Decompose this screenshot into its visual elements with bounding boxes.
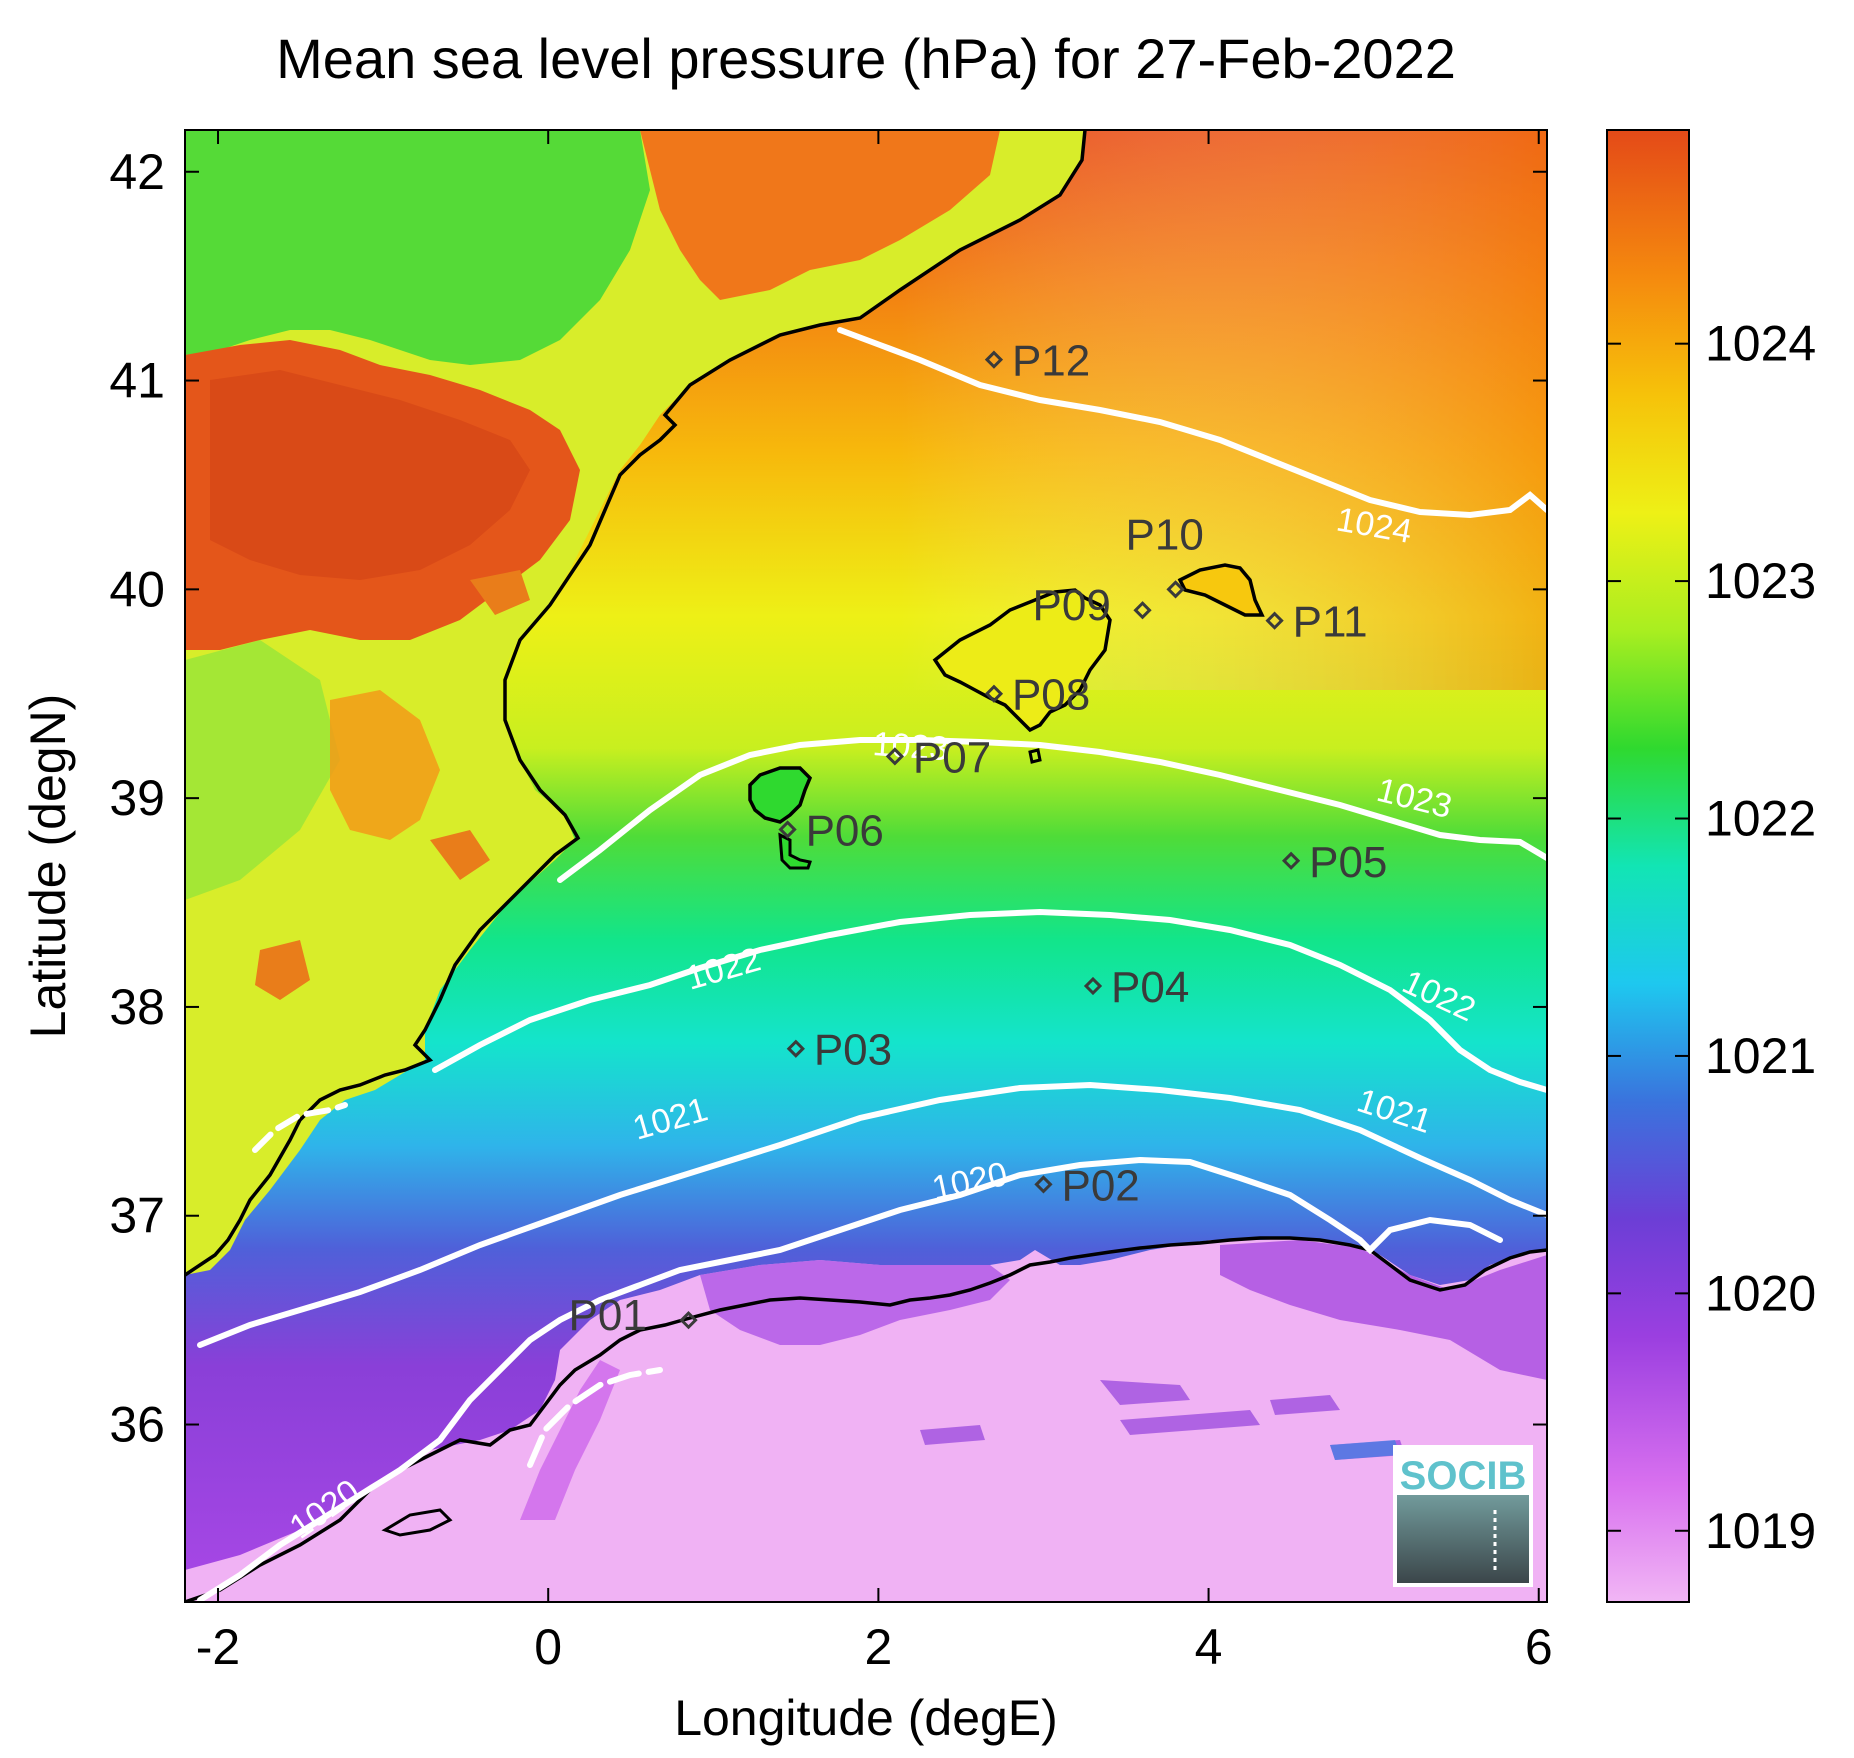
chart-title: Mean sea level pressure (hPa) for 27-Feb… bbox=[276, 27, 1456, 90]
point-marker-p04 bbox=[1083, 976, 1103, 996]
point-label-p05: P05 bbox=[1309, 838, 1387, 887]
point-marker-p08 bbox=[984, 684, 1004, 703]
point-marker-p11 bbox=[1265, 611, 1284, 630]
point-label-p09: P09 bbox=[1033, 581, 1111, 630]
y-tick-label: 37 bbox=[109, 1188, 165, 1244]
point-marker-p06 bbox=[778, 820, 797, 839]
point-label-p04: P04 bbox=[1111, 963, 1189, 1012]
africa-blue-spot bbox=[1330, 1440, 1400, 1460]
point-label-p07: P07 bbox=[913, 733, 991, 782]
island-ibiza bbox=[748, 766, 813, 824]
iberia-green-area bbox=[185, 130, 650, 365]
x-axis-label: Longitude (degE) bbox=[674, 1690, 1058, 1746]
point-label-p03: P03 bbox=[814, 1026, 892, 1075]
contour-label-1023-top: 1023 bbox=[871, 725, 949, 768]
plot-frame bbox=[184, 129, 1548, 1603]
y-tick-label: 36 bbox=[109, 1397, 165, 1453]
point-label-p01: P01 bbox=[569, 1291, 647, 1340]
x-tick-label: -2 bbox=[196, 1619, 240, 1675]
contour-1020-africa bbox=[527, 1367, 663, 1468]
y-tick-label: 40 bbox=[109, 561, 165, 617]
point-marker-p02 bbox=[1034, 1175, 1053, 1194]
contour-1020 bbox=[197, 1156, 1503, 1602]
plateau-red-north bbox=[640, 130, 1000, 300]
point-marker-p09 bbox=[1133, 601, 1152, 620]
coastline-africa bbox=[185, 1236, 1547, 1602]
contour-1022 bbox=[432, 908, 1547, 1093]
x-tick-label: 4 bbox=[1195, 1619, 1223, 1675]
y-tick-label: 38 bbox=[109, 979, 165, 1035]
colorbar-tick-label: 1019 bbox=[1705, 1503, 1816, 1559]
y-axis: 42 41 40 39 38 37 36 bbox=[109, 144, 1547, 1453]
colorbar-tick-label: 1020 bbox=[1705, 1265, 1816, 1321]
colorbar-tick-label: 1023 bbox=[1705, 553, 1816, 609]
iberia-green-patch bbox=[185, 640, 340, 900]
x-axis: -2 0 2 4 6 bbox=[196, 130, 1553, 1675]
y-axis-label: Latitude (degN) bbox=[20, 694, 76, 1039]
colorbar-tick-label: 1022 bbox=[1705, 791, 1816, 847]
mountain-spots bbox=[255, 570, 530, 1000]
colorbar-tick-label: 1021 bbox=[1705, 1028, 1816, 1084]
point-label-p12: P12 bbox=[1012, 337, 1090, 386]
y-tick-label: 42 bbox=[109, 144, 165, 200]
contour-1023-partial bbox=[252, 1102, 348, 1153]
point-marker-p05 bbox=[1281, 851, 1301, 870]
point-marker-p10 bbox=[1166, 580, 1185, 599]
island-alboran bbox=[381, 1508, 453, 1537]
island-menorca bbox=[1177, 563, 1265, 617]
point-marker-p01 bbox=[679, 1311, 698, 1330]
socib-logo-text: SOCIB bbox=[1400, 1454, 1527, 1498]
contour-1024 bbox=[837, 327, 1547, 519]
coastline-iberia bbox=[185, 130, 1087, 1277]
contour-1021 bbox=[197, 1081, 1547, 1348]
contour-1023 bbox=[557, 737, 1547, 883]
x-tick-label: 6 bbox=[1525, 1619, 1553, 1675]
point-marker-p12 bbox=[984, 350, 1004, 369]
island-mallorca bbox=[932, 588, 1112, 733]
plateau-red-inner bbox=[210, 370, 530, 580]
x-tick-label: 2 bbox=[864, 1619, 892, 1675]
colorbar-ticks: 1024 1023 1022 1021 1020 1019 bbox=[1607, 316, 1816, 1559]
plot-area: 1024 1023 1023 1022 1022 1021 1021 1020 … bbox=[185, 130, 1547, 1602]
colorbar-tick-label: 1024 bbox=[1705, 316, 1816, 372]
point-marker-p07 bbox=[885, 747, 905, 766]
island-cabrera bbox=[1028, 748, 1042, 764]
africa-east-purple bbox=[1220, 1240, 1547, 1380]
point-marker-p03 bbox=[786, 1039, 805, 1058]
y-tick-label: 39 bbox=[109, 770, 165, 826]
island-formentera bbox=[778, 832, 812, 870]
point-label-p11: P11 bbox=[1293, 598, 1368, 647]
point-label-p02: P02 bbox=[1061, 1161, 1139, 1210]
y-tick-label: 41 bbox=[109, 353, 165, 409]
point-label-p08: P08 bbox=[1012, 671, 1090, 720]
africa-pink-shore bbox=[520, 1360, 620, 1520]
point-label-p06: P06 bbox=[806, 806, 884, 855]
x-tick-label: 0 bbox=[534, 1619, 562, 1675]
africa-purple-streaks bbox=[920, 1380, 1405, 1460]
point-layer: P01 P02 P03 P04 P05 P06 P07 P08 P09 P10 P11 P12 bbox=[569, 337, 1388, 1340]
socib-logo: SOCIB bbox=[1393, 1445, 1533, 1587]
colorbar bbox=[1606, 129, 1690, 1603]
point-label-p10: P10 bbox=[1126, 510, 1204, 559]
plateau-orange-south bbox=[330, 690, 440, 840]
